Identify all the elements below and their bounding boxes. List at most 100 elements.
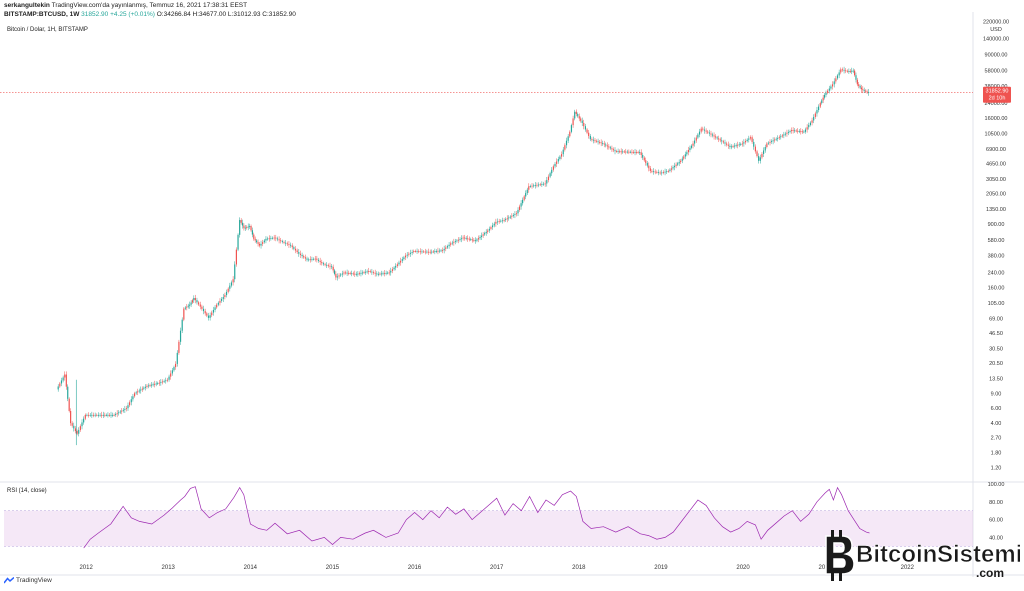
candle-body [343,272,345,274]
candle-body [480,235,483,237]
candle-body [346,272,348,274]
rsi-band [4,510,973,547]
candle-body [68,398,70,411]
candle-body [125,408,128,410]
candle-body [602,143,604,144]
candle-body [132,396,134,400]
candle-body [229,285,231,289]
candle-body [484,233,486,235]
candle-body [830,86,832,89]
x-tick-label: 2012 [79,565,93,571]
candle-body [268,238,270,240]
candle-body [243,225,245,229]
y-tick-label: 1.20 [991,465,1002,471]
candle-body [129,402,131,406]
candle-body [306,258,308,260]
candle-body [594,140,596,142]
candle-body [721,140,723,142]
candle-body [828,88,830,91]
candle-body [836,75,839,79]
candle-body [577,113,579,117]
candle-body [531,185,533,187]
candle-body [385,272,387,274]
ohlc-values: O:34266.84 H:34677.00 L:31012.93 C:31852… [156,11,296,18]
candle-body [391,269,394,271]
candle-body [825,92,827,95]
candle-body [183,308,185,320]
candle-body [751,137,753,142]
candle-body [140,389,142,391]
candle-body [240,220,242,223]
candle-body [286,243,288,245]
candle-body [403,257,405,260]
candle-body [654,171,656,173]
candle-body [351,273,353,275]
candle-body [133,393,136,397]
candle-body [612,149,615,151]
candle-body [293,247,295,249]
candle-body [411,251,413,253]
y-tick-label: 220000.00 [983,20,1009,26]
candle-body [562,149,564,155]
candle-body [338,275,340,277]
rsi-tick-label: 100.00 [988,482,1005,488]
candle-body [150,384,153,386]
tradingview-brand[interactable]: TradingView [4,577,52,584]
candle-body [256,240,258,243]
candle-body [71,423,73,426]
candle-body [589,135,591,140]
symbol-bar: BITSTAMP:BTCUSD, 1W 31852.90 +4.25 (+0.0… [4,11,296,18]
candle-body [275,237,277,239]
y-tick-label: 10500.00 [985,132,1008,138]
candle-body [340,274,342,276]
candle-body [390,270,392,273]
candle-body [409,252,412,254]
candle-body [110,414,112,416]
candle-body [512,215,514,216]
candle-body [89,414,91,416]
candle-body [441,250,444,252]
candle-body [833,81,835,85]
candle-body [181,319,183,331]
candle-body [423,251,425,253]
candle-body [784,133,787,135]
candle-body [121,410,123,412]
candle-body [662,172,665,173]
y-tick-label: 30.50 [989,346,1003,352]
candle-body [539,184,541,186]
rsi-tick-label: 60.00 [989,518,1003,524]
candle-body [864,90,867,92]
candle-body [567,136,569,141]
candle-body [190,302,192,305]
candle-body [454,241,456,243]
candle-body [311,259,313,260]
candle-body [144,386,146,388]
candle-body [581,120,583,123]
candle-body [522,199,524,204]
candle-body [749,137,752,139]
candle-body [211,312,213,316]
candle-body [406,254,408,256]
candle-body [505,219,507,221]
candle-body [316,258,318,260]
candle-body [759,157,761,161]
candle-body [808,124,810,128]
candle-body [672,167,674,169]
candle-body [640,152,642,155]
y-tick-label: 580.00 [988,238,1005,244]
candle-body [703,129,706,131]
candle-body [740,143,742,145]
candle-body [687,150,690,153]
y-tick-label: 46.50 [989,331,1003,337]
candle-body [741,143,743,145]
candle-body [645,160,647,163]
candle-body [813,116,815,121]
candle-body [722,141,724,143]
y-tick-label: 90000.00 [985,53,1008,59]
candle-body [285,242,287,244]
candle-body [783,134,785,136]
candle-body [855,75,857,80]
candle-body [138,390,140,392]
y-tick-label: 69.00 [989,316,1003,322]
